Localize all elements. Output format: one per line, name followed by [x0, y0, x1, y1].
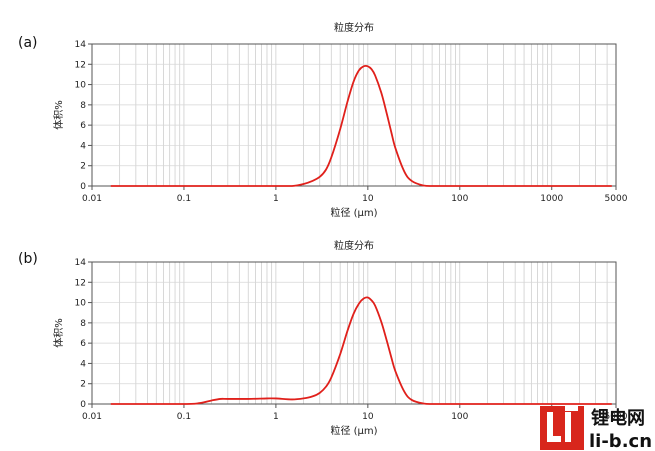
y-tick-label: 10: [75, 81, 87, 91]
plot-frame: [91, 43, 617, 187]
x-tick-label: 1: [273, 412, 279, 422]
x-tick-label: 0.01: [82, 412, 102, 422]
x-tick-label: 100: [451, 194, 468, 204]
y-axis-label: 体积%: [53, 100, 65, 130]
y-tick-label: 8: [80, 101, 86, 111]
y-tick-label: 0: [80, 182, 86, 192]
y-tick-label: 2: [80, 380, 86, 390]
watermark-line1: 锂电网: [591, 407, 645, 429]
y-tick-label: 6: [80, 121, 86, 131]
chart-title: 粒度分布: [334, 239, 374, 252]
x-tick-label: 5000: [605, 194, 628, 204]
watermark-line2: li-b.cn: [589, 431, 652, 451]
x-tick-label: 10: [362, 194, 374, 204]
chart-panel-b: (b)粒度分布024681012140.010.111010010005000粒…: [18, 239, 628, 437]
y-tick-label: 2: [80, 162, 86, 172]
x-tick-label: 0.1: [177, 412, 191, 422]
y-tick-label: 4: [80, 141, 86, 151]
series-line: [110, 64, 612, 187]
x-tick-label: 10: [362, 412, 374, 422]
y-axis-label: 体积%: [53, 318, 65, 348]
y-tick-label: 8: [80, 319, 86, 329]
panel-label: (b): [18, 251, 38, 267]
plot-frame: [91, 261, 617, 405]
x-tick-label: 1: [273, 194, 279, 204]
x-tick-label: 0.01: [82, 194, 102, 204]
chart-title: 粒度分布: [334, 21, 374, 34]
series-line: [110, 296, 612, 405]
watermark-logo-stroke-1: [547, 412, 553, 442]
watermark-logo-stroke-3: [565, 412, 571, 442]
y-tick-label: 14: [75, 258, 87, 268]
watermark-logo-stroke-4: [565, 406, 578, 411]
chart-panel-a: (a) 粒度分布 0 2 4 6 8 10 12 14 0.01 0.1 1 10 100 1000 5000 粒…: [18, 21, 628, 219]
x-axis-label: 粒径 (μm): [330, 206, 377, 219]
y-tick-label: 12: [75, 60, 86, 70]
watermark-logo: [540, 406, 584, 450]
panel-label: (a): [18, 35, 38, 51]
watermark-logo-stroke-2: [547, 436, 561, 442]
x-tick-label: 0.1: [177, 194, 191, 204]
y-tick-label: 14: [75, 40, 87, 50]
y-tick-label: 4: [80, 359, 86, 369]
x-axis-label: 粒径 (μm): [330, 424, 377, 437]
watermark-logo-box: [540, 406, 584, 450]
y-tick-label: 6: [80, 339, 86, 349]
x-tick-label: 100: [451, 412, 468, 422]
x-tick-label: 1000: [540, 194, 563, 204]
y-tick-label: 12: [75, 278, 86, 288]
x-tick-label: 5000: [605, 412, 628, 422]
y-tick-label: 0: [80, 400, 86, 410]
y-tick-label: 10: [75, 299, 87, 309]
